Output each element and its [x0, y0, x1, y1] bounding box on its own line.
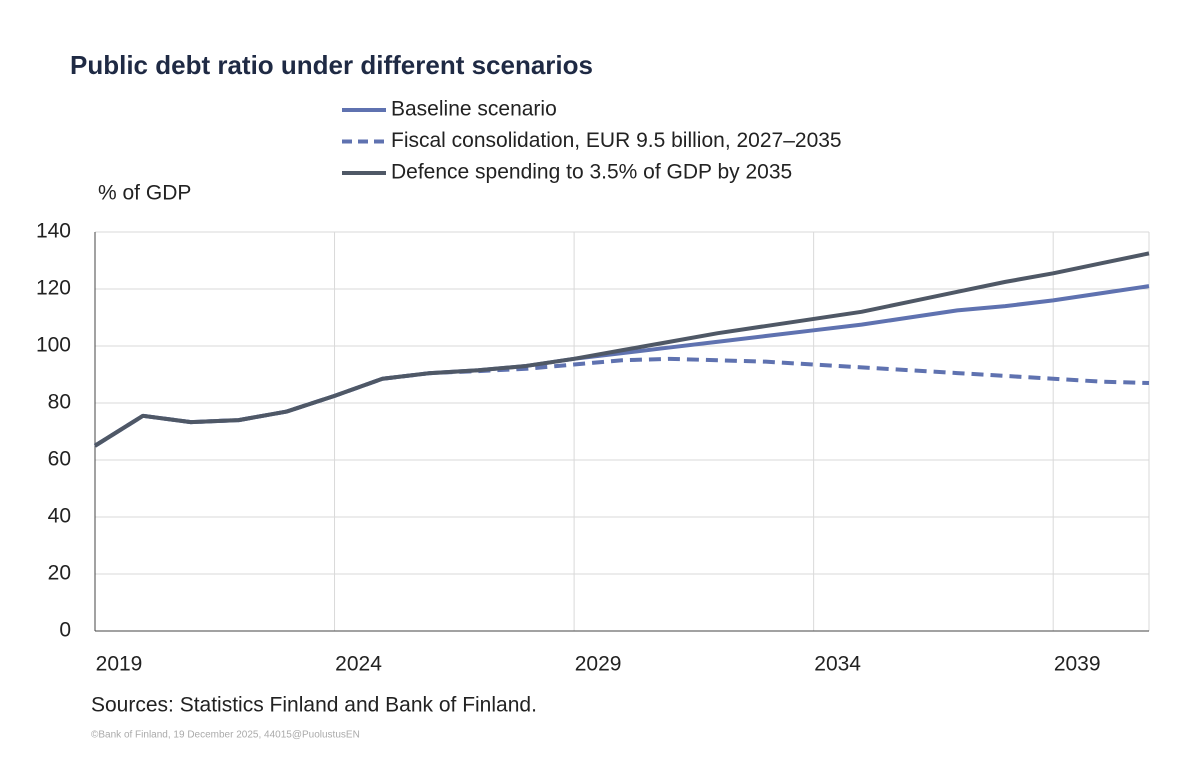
x-tick-label: 2039: [1054, 653, 1101, 676]
y-tick-label: 60: [48, 448, 71, 471]
y-tick-label: 120: [36, 277, 71, 300]
legend-label: Defence spending to 3.5% of GDP by 2035: [391, 161, 792, 184]
y-tick-label: 0: [59, 619, 71, 642]
x-tick-label: 2029: [575, 653, 622, 676]
y-axis-label: % of GDP: [98, 182, 191, 205]
series-line: [93, 284, 1150, 448]
y-tick-label: 40: [48, 505, 71, 528]
y-tick-label: 80: [48, 391, 71, 414]
y-tick-label: 100: [36, 334, 71, 357]
legend-label: Fiscal consolidation, EUR 9.5 billion, 2…: [391, 129, 842, 152]
series-line: [93, 251, 1150, 448]
legend-label: Baseline scenario: [391, 98, 557, 121]
chart-title: Public debt ratio under different scenar…: [70, 50, 593, 80]
x-tick-label: 2019: [96, 653, 143, 676]
y-tick-label: 20: [48, 562, 71, 585]
footer: ©Bank of Finland, 19 December 2025, 4401…: [91, 730, 360, 741]
source-note: Sources: Statistics Finland and Bank of …: [91, 694, 537, 717]
y-tick-label: 140: [36, 220, 71, 243]
series-line: [93, 356, 1150, 448]
x-tick-label: 2024: [335, 653, 382, 676]
x-tick-label: 2034: [814, 653, 861, 676]
